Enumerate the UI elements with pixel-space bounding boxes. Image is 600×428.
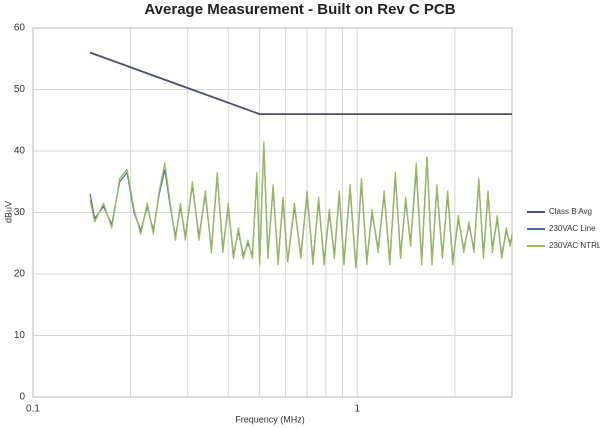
x-axis-label: Frequency (MHz) <box>235 414 305 424</box>
series-line <box>89 141 513 269</box>
y-tick-label: 20 <box>14 269 26 280</box>
y-tick-label: 30 <box>14 207 26 218</box>
legend-label: Class B Avg <box>549 207 592 216</box>
y-tick-label: 40 <box>14 146 26 157</box>
y-tick-label: 60 <box>14 23 26 34</box>
y-axis-label: dBuV <box>3 201 13 223</box>
series-line <box>89 51 512 115</box>
y-tick-label: 0 <box>19 392 25 403</box>
legend-label: 230VAC NTRL <box>549 241 600 250</box>
legend-label: 230VAC Line <box>549 224 596 233</box>
y-tick-label: 50 <box>14 84 26 95</box>
y-tick-label: 10 <box>14 330 26 341</box>
plot-border <box>32 27 513 398</box>
x-tick-label: 1 <box>354 404 360 415</box>
chart-title: Average Measurement - Built on Rev C PCB <box>144 1 455 18</box>
x-tick-label: 0.1 <box>26 404 40 415</box>
